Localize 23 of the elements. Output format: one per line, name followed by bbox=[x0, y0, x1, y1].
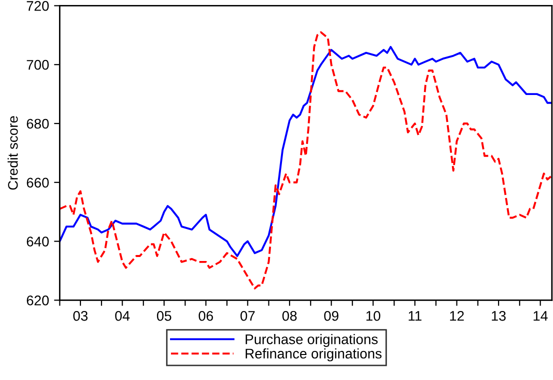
x-tick-label: 04 bbox=[115, 310, 130, 321]
legend-label: Refinance originations bbox=[246, 348, 382, 362]
y-tick-label: 660 bbox=[26, 178, 49, 188]
legend-label: Purchase originations bbox=[246, 334, 378, 347]
x-tick-label: 10 bbox=[366, 310, 380, 321]
x-tick-label: 13 bbox=[492, 310, 506, 321]
line-series bbox=[60, 46, 552, 257]
x-tick-label: 14 bbox=[534, 311, 548, 321]
y-tick-label: 680 bbox=[26, 118, 49, 129]
line-series bbox=[60, 31, 552, 290]
x-tick-label: 12 bbox=[450, 310, 464, 321]
x-tick-label: 03 bbox=[73, 310, 88, 321]
x-tick-label: 07 bbox=[240, 310, 255, 321]
y-tick-label: 700 bbox=[26, 60, 49, 70]
x-tick-label: 08 bbox=[282, 310, 297, 321]
x-tick-label: 05 bbox=[156, 310, 172, 321]
x-tick-label: 11 bbox=[408, 311, 422, 321]
y-tick-label: 620 bbox=[26, 296, 49, 306]
y-tick-label: 640 bbox=[26, 236, 49, 246]
x-tick-label: 09 bbox=[324, 310, 338, 321]
x-tick-label: 06 bbox=[198, 310, 213, 321]
y-tick-label: 720 bbox=[26, 1, 49, 11]
y-axis-title: Credit score bbox=[8, 116, 18, 190]
